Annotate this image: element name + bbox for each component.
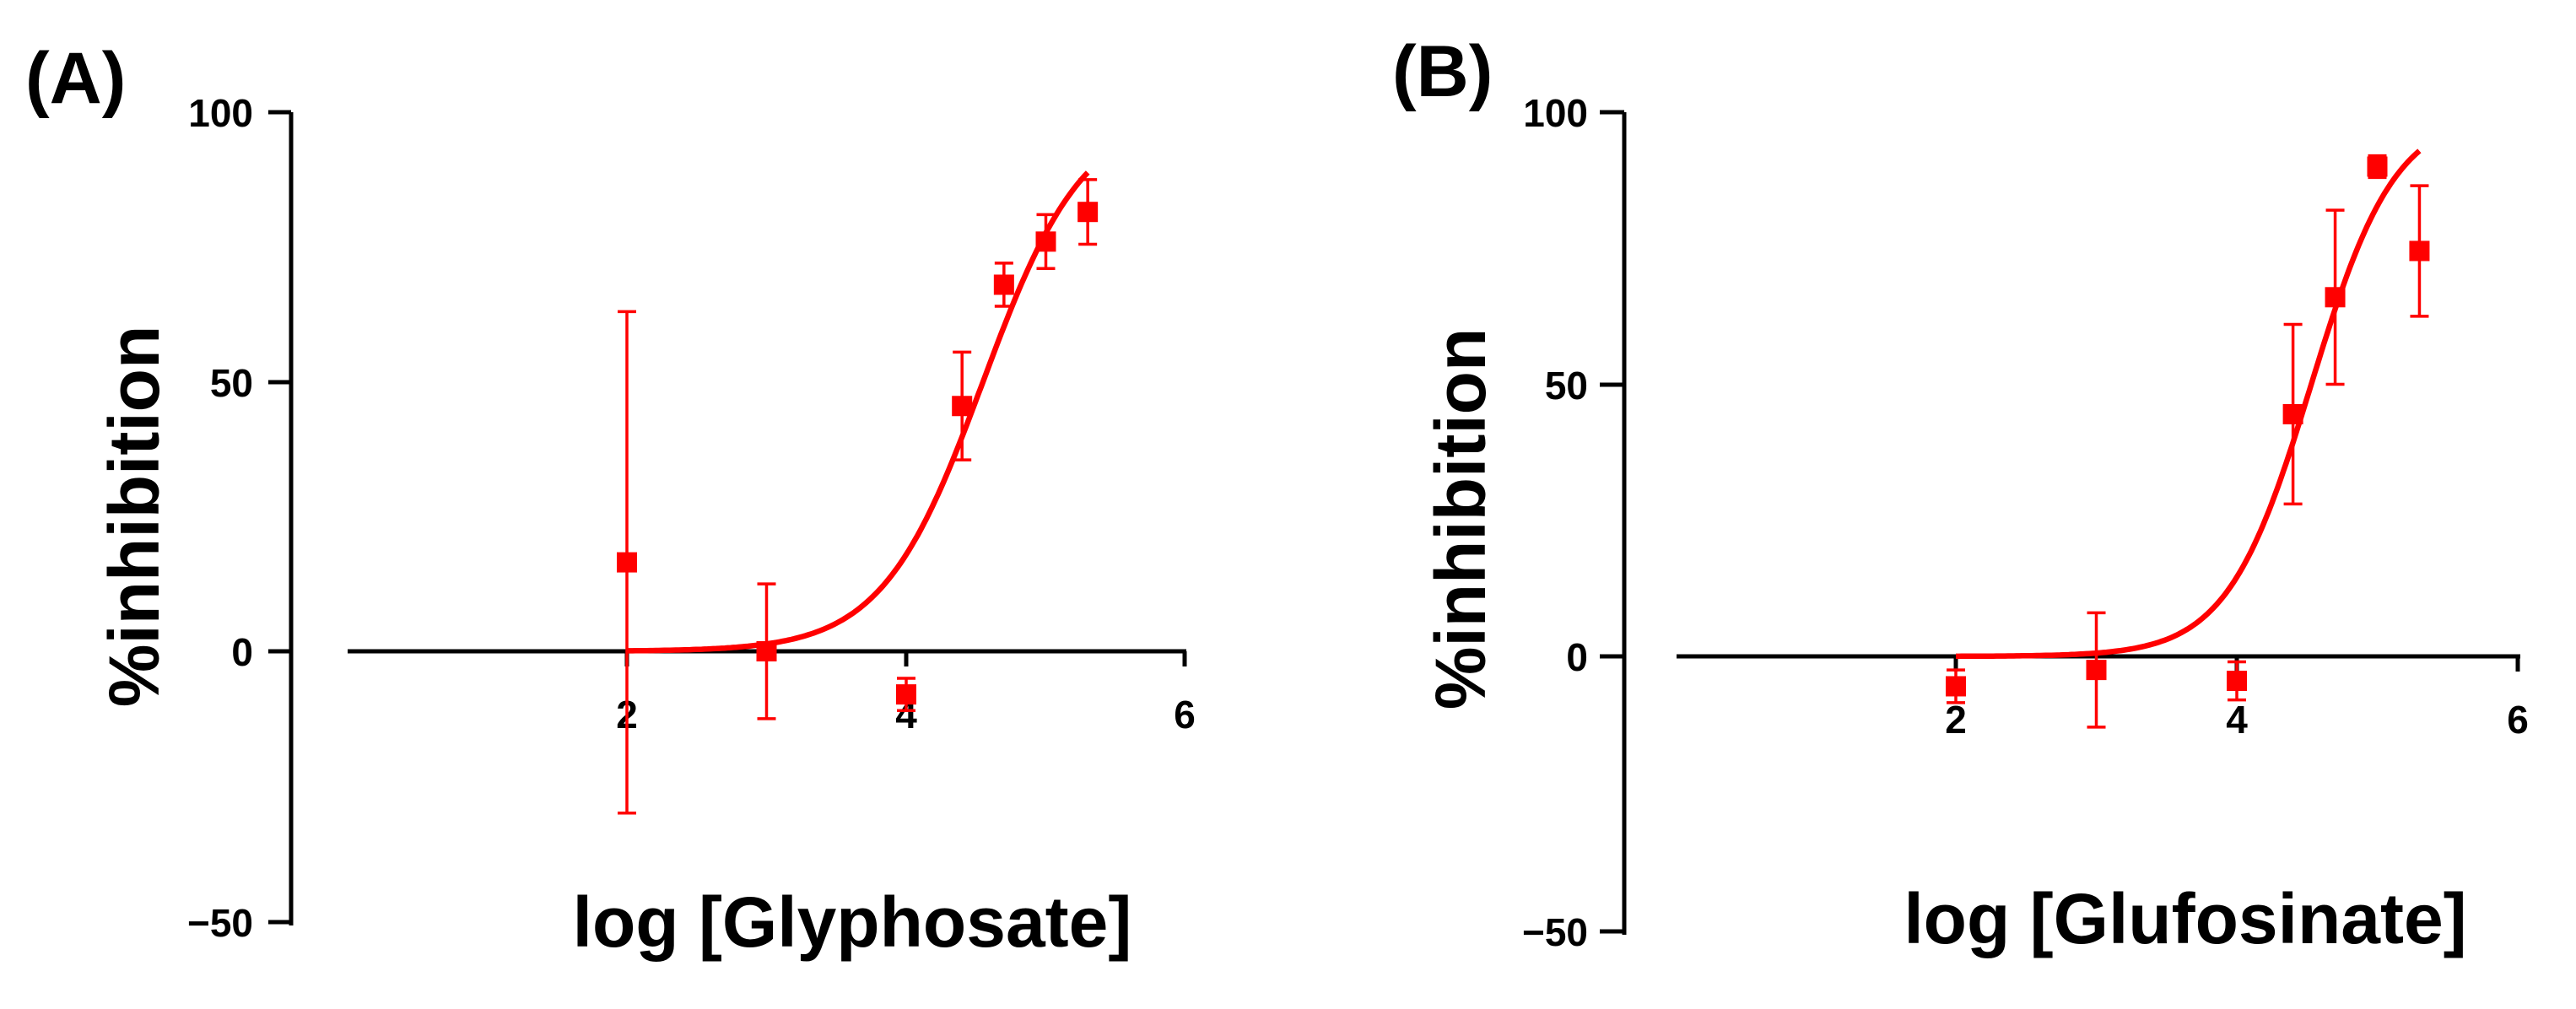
panel-b-x-tick-label: 2 [1945, 698, 1967, 742]
panel-a-x-axis-title: log [Glyphosate] [573, 882, 1132, 962]
panel-a-y-tick-label: −50 [187, 901, 253, 945]
panel-a-data-point [952, 396, 973, 417]
panel-b-data-point [2325, 287, 2346, 308]
panel-a-data-point [993, 274, 1014, 295]
panel-a-data-point [617, 552, 637, 573]
panel-a-y-tick-label: 50 [210, 361, 253, 405]
panel-b-plot-area [1946, 148, 2430, 729]
panel-b-chart: (B) 100 50 0 −50 2 4 6 log [Glufosinate]… [1392, 31, 2529, 958]
panel-b-x-axis-title: log [Glufosinate] [1904, 879, 2466, 958]
panel-b-fit-curve [1956, 148, 2422, 660]
panel-b-y-tick-label: 50 [1545, 364, 1588, 407]
panel-a-data-point [1035, 231, 1056, 252]
panel-a-label: (A) [25, 38, 126, 119]
panel-b-y-tick-label: −50 [1522, 910, 1588, 954]
panel-a-chart: (A) 100 50 0 −50 2 4 6 log [Glyphosate] … [25, 38, 1196, 962]
panel-a-y-axis-title: %inhibition [95, 326, 174, 708]
panel-b-label: (B) [1392, 31, 1493, 112]
panel-a-plot-area [617, 170, 1099, 815]
panel-b-x-tick-label: 4 [2226, 698, 2248, 742]
panel-b-y-tick-label: 0 [1566, 635, 1588, 679]
panel-a-x-tick-label: 6 [1174, 693, 1196, 737]
panel-b-data-point [2367, 156, 2388, 177]
panel-b-x-tick-label: 6 [2507, 698, 2529, 742]
panel-a-data-point [756, 641, 777, 661]
panel-b-data-point [2282, 403, 2303, 424]
panel-a-data-point [896, 684, 916, 705]
panel-b-data-point [2409, 240, 2430, 262]
panel-b-y-tick-label: 100 [1523, 91, 1588, 135]
panel-a-data-point [1077, 202, 1099, 223]
panel-a-y-tick-label: 100 [188, 91, 253, 135]
panel-b-data-point [2086, 660, 2107, 681]
panel-a-fit-curve [627, 170, 1090, 654]
panel-a-y-tick-label: 0 [231, 630, 253, 674]
panel-b-y-axis-title: %inhibition [1421, 328, 1500, 710]
panel-b-data-point [2227, 671, 2247, 692]
panel-b-data-point [1946, 676, 1966, 697]
